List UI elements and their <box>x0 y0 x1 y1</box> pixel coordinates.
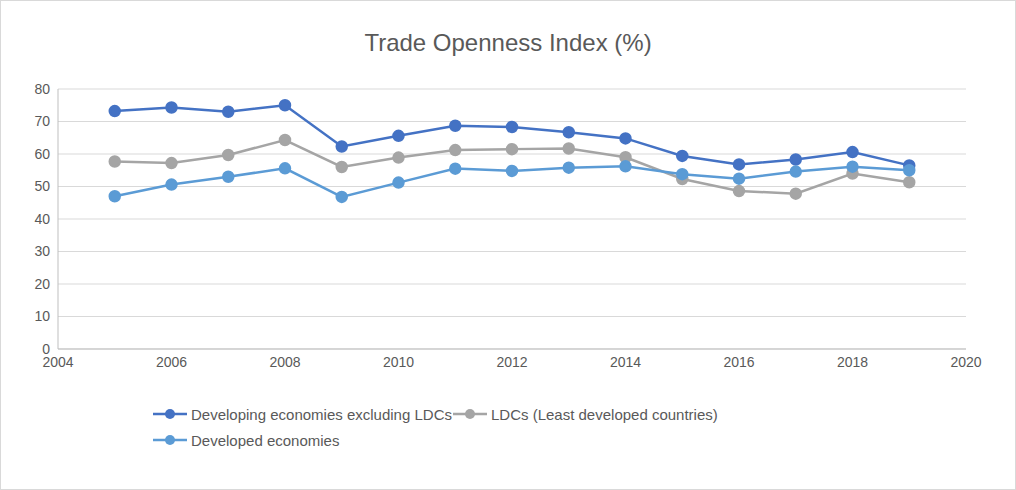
svg-text:2018: 2018 <box>837 354 868 370</box>
html-text:LDCs (Least developed countrie: LDCs (Least developed countries) <box>491 405 718 423</box>
svg-text:10: 10 <box>34 308 50 324</box>
svg-text:80: 80 <box>34 81 50 97</box>
html-text:Trade Openness Index (%): Trade Openness Index (%) <box>364 29 652 56</box>
html-text:Developing economies excluding: Developing economies excluding LDCs <box>191 405 452 423</box>
svg-text:2014: 2014 <box>610 354 641 370</box>
svg-text:2010: 2010 <box>383 354 414 370</box>
svg-text:60: 60 <box>34 146 50 162</box>
svg-text:50: 50 <box>34 178 50 194</box>
svg-text:40: 40 <box>34 211 50 227</box>
svg-text:2008: 2008 <box>269 354 300 370</box>
svg-text:70: 70 <box>34 113 50 129</box>
svg-text:2020: 2020 <box>950 354 981 370</box>
html-text:Developed economies: Developed economies <box>191 431 340 449</box>
svg-text:20: 20 <box>34 276 50 292</box>
svg-text:2004: 2004 <box>42 353 74 370</box>
svg-text:2016: 2016 <box>723 354 754 370</box>
svg-text:0: 0 <box>42 341 50 357</box>
svg-text:30: 30 <box>34 243 50 259</box>
svg-text:2012: 2012 <box>496 354 527 370</box>
svg-text:2006: 2006 <box>156 354 187 370</box>
